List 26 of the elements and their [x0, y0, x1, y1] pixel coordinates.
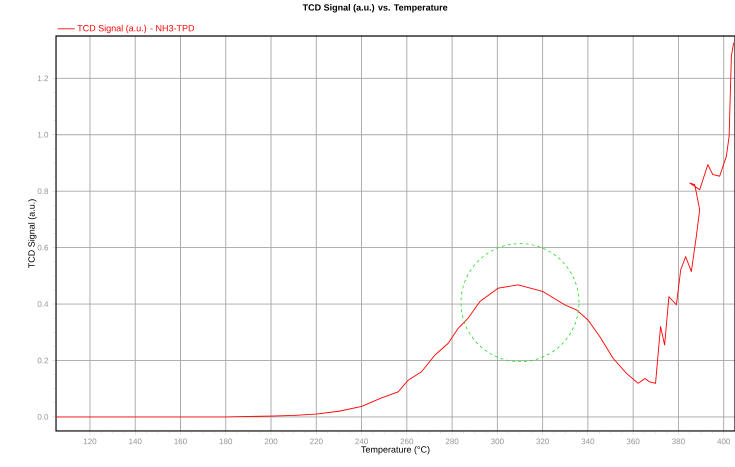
y-tick-label: 0.2	[38, 358, 48, 364]
x-tick-label: 380	[672, 438, 685, 444]
x-axis-title: Temperature (°C)	[361, 446, 430, 454]
x-tick-label: 160	[174, 438, 187, 444]
x-tick-label: 240	[355, 438, 368, 444]
x-tick-label: 340	[582, 438, 594, 444]
x-tick-label: 300	[490, 438, 504, 444]
x-tick-label: 220	[310, 438, 323, 444]
y-tick-label: 0.4	[38, 301, 48, 307]
y-tick-label: 0.0	[38, 414, 48, 420]
x-tick-label: 400	[717, 438, 730, 444]
x-tick-label: 180	[220, 438, 232, 444]
x-tick-label: 120	[84, 438, 96, 444]
chart-title: TCD Signal (a.u.) vs. Temperature	[302, 4, 448, 12]
x-tick-label: 260	[400, 438, 414, 444]
x-tick-label: 140	[129, 438, 142, 444]
x-tick-label: 360	[626, 438, 640, 444]
y-tick-label: 0.8	[38, 188, 48, 194]
y-axis-title: TCD Signal (a.u.)	[28, 199, 36, 268]
x-tick-label: 200	[264, 438, 278, 444]
y-tick-label: 1.2	[38, 76, 48, 82]
x-tick-label: 280	[446, 438, 458, 444]
y-tick-label: 1.0	[38, 132, 48, 138]
y-tick-label: 0.6	[38, 244, 48, 250]
x-tick-label: 320	[536, 438, 549, 444]
legend-label: TCD Signal (a.u.) - NH3-TPD	[77, 24, 194, 34]
